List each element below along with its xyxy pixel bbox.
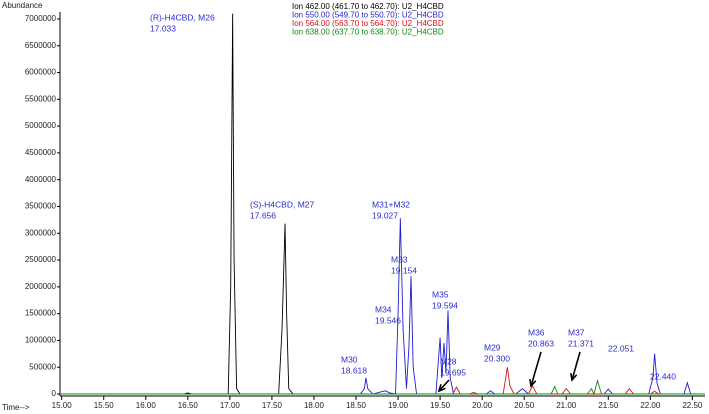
legend-entry: Ion 638.00 (637.70 to 638.70): U2_H4CBD	[292, 28, 444, 37]
arrow-head	[437, 384, 446, 393]
y-tick-label: 2000000	[25, 282, 57, 291]
y-tick-label: 7000000	[25, 14, 57, 23]
peak-label: (R)-H4CBD, M26	[150, 12, 215, 22]
peak-label: M30	[341, 354, 358, 364]
peak-label: 19.695	[440, 367, 466, 377]
x-tick-label: 15.50	[94, 401, 115, 410]
arrow	[571, 351, 581, 381]
x-tick-label: 22.50	[682, 401, 703, 410]
peak-label: M35	[432, 289, 449, 299]
arrow-head	[529, 378, 537, 388]
peak-label: M34	[375, 304, 392, 314]
peak-label: 22.440	[650, 371, 676, 381]
legend-entry: Ion 462.00 (461.70 to 462.70): U2_H4CBD	[292, 2, 444, 11]
peak-label: M31+M32	[372, 199, 410, 209]
x-tick-label: 16.50	[178, 401, 199, 410]
peak-label: M36	[528, 327, 545, 337]
x-tick-label: 19.50	[430, 401, 451, 410]
y-tick-label: 4000000	[25, 175, 57, 184]
y-tick-label: 5500000	[25, 94, 57, 103]
x-tick-label: 17.50	[262, 401, 283, 410]
peak-label: 19.154	[391, 265, 417, 275]
peak-label: 22.051	[608, 343, 634, 353]
x-tick-label: 21.50	[598, 401, 619, 410]
peak-label: M28	[440, 356, 457, 366]
x-tick-label: 16.00	[136, 401, 157, 410]
peak-label: 17.656	[250, 210, 276, 220]
peak-label: 20.300	[484, 353, 510, 363]
x-tick-label: 21.00	[556, 401, 577, 410]
peak-label: 19.027	[372, 210, 398, 220]
x-tick-label: 20.00	[472, 401, 493, 410]
x-tick-label: 18.00	[304, 401, 325, 410]
peak-label: M33	[391, 254, 408, 264]
y-axis-label: Abundance	[2, 1, 43, 10]
x-tick-label: 19.00	[388, 401, 409, 410]
ion-trace	[60, 378, 705, 396]
x-tick-label: 15.00	[52, 401, 73, 410]
arrow	[530, 351, 542, 387]
peak-label: 18.618	[341, 365, 367, 375]
ion-trace	[60, 218, 705, 395]
y-tick-label: 1500000	[25, 309, 57, 318]
y-tick-label: 1000000	[25, 336, 57, 345]
peak-label: M29	[484, 342, 501, 352]
x-tick-label: 22.00	[640, 401, 661, 410]
y-tick-label: 4500000	[25, 148, 57, 157]
legend-entry: Ion 550.00 (549.70 to 550.70): U2_H4CBD	[292, 11, 444, 20]
x-tick-label: 17.00	[220, 401, 241, 410]
legend-entry: Ion 564.00 (563.70 to 564.70): U2_H4CBD	[292, 19, 444, 28]
y-tick-label: 500000	[29, 362, 56, 371]
y-tick-label: 6000000	[25, 68, 57, 77]
peak-label: 19.546	[375, 315, 401, 325]
y-tick-label: 0	[52, 389, 57, 398]
ion-trace	[60, 367, 705, 395]
peak-label: 19.594	[432, 300, 458, 310]
peak-label: M37	[568, 327, 585, 337]
x-tick-label: 20.50	[514, 401, 535, 410]
peak-label: (S)-H4CBD, M27	[250, 199, 315, 209]
peak-label: 21.371	[568, 338, 594, 348]
y-tick-label: 2500000	[25, 255, 57, 264]
x-axis-label: Time-->	[2, 403, 30, 412]
arrow-head	[570, 372, 578, 382]
y-tick-label: 6500000	[25, 41, 57, 50]
y-tick-label: 3500000	[25, 202, 57, 211]
arrow	[438, 379, 450, 392]
peak-label: 20.863	[528, 338, 554, 348]
x-tick-label: 18.50	[346, 401, 367, 410]
y-tick-label: 3000000	[25, 228, 57, 237]
peak-label: 17.033	[150, 23, 176, 33]
y-tick-label: 5000000	[25, 121, 57, 130]
